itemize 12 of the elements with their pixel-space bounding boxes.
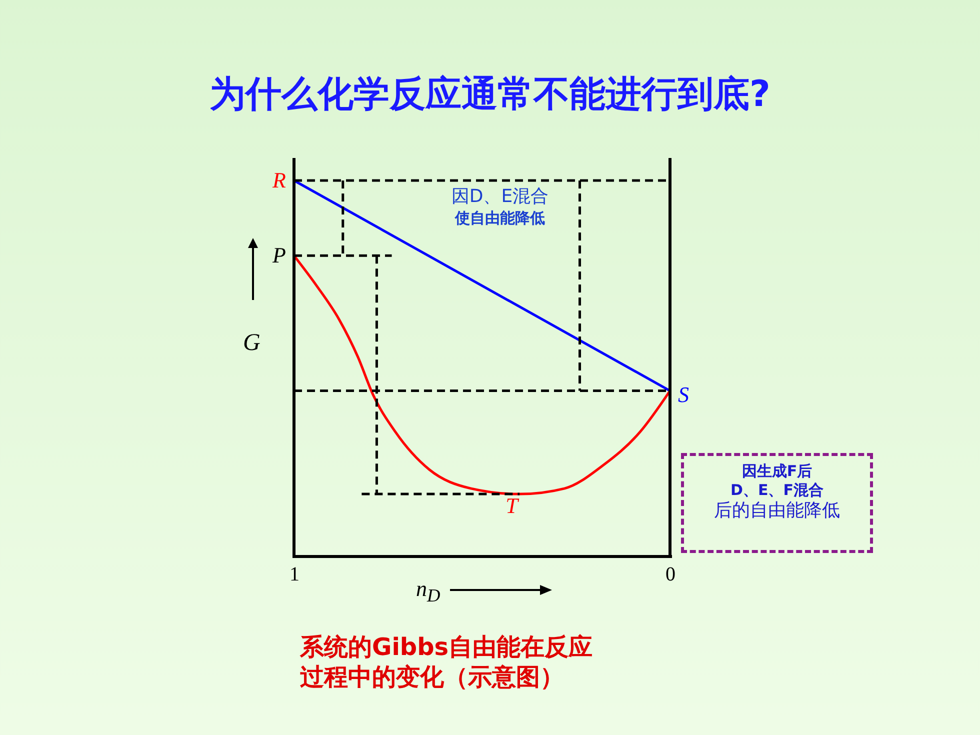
annotation: P (272, 242, 286, 268)
chart-title: 为什么化学反应通常不能进行到底? (208, 73, 772, 117)
x-tick-label: 1 (290, 564, 300, 586)
y-axis-title: G (243, 329, 260, 358)
annotation: S (678, 382, 689, 407)
annotation: R (272, 168, 287, 193)
text: 系统的Gibbs自由能在反应过程中的变化（示意图） (300, 632, 594, 692)
x-tick-label: 0 (666, 564, 676, 586)
text: 因生成F后D、E、F混合后的自由能降低 (713, 462, 841, 522)
annotation: T (506, 493, 520, 518)
annotation: 因D、E混合使自由能降低 (450, 186, 550, 228)
x-axis-title: n$_{D}$ (416, 575, 440, 608)
